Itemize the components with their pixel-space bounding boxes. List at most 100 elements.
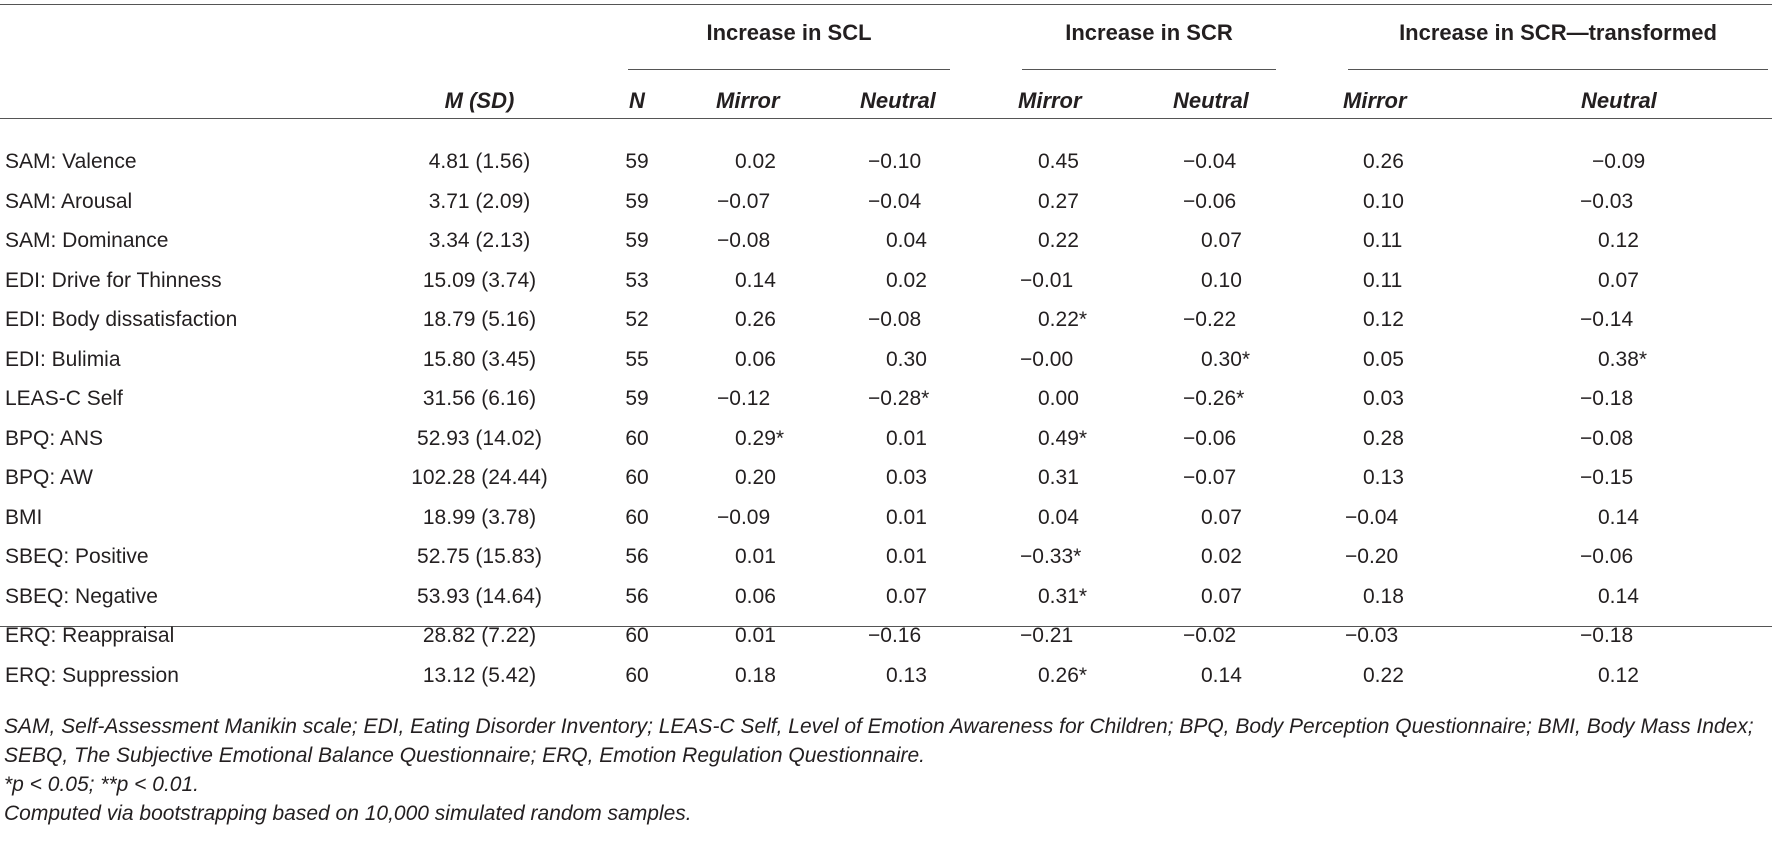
scrt-neutral-cell: 0.12 — [1598, 663, 1639, 687]
scrt-neutral-cell: −0.08 — [1580, 426, 1634, 450]
n-cell: 53 — [625, 268, 649, 292]
table-row: LEAS-C Self 31.56 (6.16) 59 −0.12 −0.28*… — [0, 379, 1772, 419]
scl-mirror-cell: 0.26 — [735, 308, 776, 331]
scr-mirror-cell: 0.31* — [1038, 584, 1088, 608]
row-label: SBEQ: Positive — [5, 545, 149, 568]
row-label: ERQ: Reappraisal — [5, 624, 175, 647]
table-row: SBEQ: Negative 53.93 (14.64) 56 0.06 0.0… — [0, 577, 1772, 617]
scr-mirror-cell: 0.22 — [1038, 229, 1079, 252]
mean-sd-cell: 13.12 (5.42) — [422, 663, 537, 687]
scr-neutral-cell: 0.07 — [1201, 584, 1242, 608]
table-body: SAM: Valence 4.81 (1.56) 59 0.02 −0.10 0… — [0, 142, 1772, 695]
n-cell: 60 — [625, 466, 649, 489]
group-line-scl — [628, 69, 950, 70]
scr-neutral-cell: −0.07 — [1183, 466, 1237, 489]
mean-sd-cell: 3.71 (2.09) — [428, 189, 531, 213]
n-cell: 52 — [625, 308, 649, 331]
scr-mirror-cell: 0.45 — [1038, 150, 1079, 173]
scl-mirror-cell: 0.14 — [735, 268, 776, 292]
row-label: ERQ: Suppression — [5, 663, 179, 687]
n-cell: 59 — [625, 150, 649, 173]
scrt-mirror-cell: −0.20 — [1345, 545, 1399, 568]
row-label: SAM: Arousal — [5, 189, 133, 213]
scrt-mirror-cell: 0.11 — [1363, 229, 1403, 252]
mean-sd-cell: 3.34 (2.13) — [428, 229, 531, 252]
mean-sd-cell: 31.56 (6.16) — [422, 387, 537, 410]
method-note: Computed via bootstrapping based on 10,0… — [4, 802, 692, 825]
scrt-mirror-cell: 0.12 — [1363, 308, 1404, 331]
row-label: SAM: Dominance — [5, 229, 169, 252]
scl-neutral-cell: 0.07 — [886, 584, 927, 608]
scl-neutral-cell: −0.10 — [868, 150, 922, 173]
row-label: SBEQ: Negative — [5, 584, 158, 608]
group-line-scr — [1022, 69, 1276, 70]
scl-mirror-cell: 0.06 — [735, 584, 776, 608]
table-row: SAM: Valence 4.81 (1.56) 59 0.02 −0.10 0… — [0, 142, 1772, 182]
scr-mirror-cell: −0.01 — [1020, 268, 1074, 292]
scl-mirror-cell: 0.02 — [735, 150, 776, 173]
scl-neutral-cell: 0.02 — [886, 268, 927, 292]
scrt-neutral-cell: 0.12 — [1598, 229, 1639, 252]
scl-mirror-cell: −0.08 — [717, 229, 771, 252]
scrt-mirror-cell: 0.28 — [1363, 426, 1404, 450]
scl-mirror-cell: 0.18 — [735, 663, 776, 687]
scr-mirror-cell: 0.04 — [1038, 505, 1079, 529]
scrt-mirror-cell: 0.18 — [1363, 584, 1404, 608]
mean-sd-cell: 18.99 (3.78) — [422, 505, 537, 529]
table-row: EDI: Drive for Thinness 15.09 (3.74) 53 … — [0, 261, 1772, 301]
table-row: BMI 18.99 (3.78) 60 −0.09 0.01 0.04 0.07… — [0, 498, 1772, 538]
scrt-neutral-cell: −0.06 — [1580, 545, 1634, 568]
abbreviations-note: SAM, Self-Assessment Manikin scale; EDI,… — [4, 715, 1754, 767]
scrt-neutral-cell: −0.03 — [1580, 189, 1634, 213]
scrt-neutral-cell: −0.15 — [1580, 466, 1634, 489]
mean-sd-cell: 18.79 (5.16) — [422, 308, 537, 331]
n-cell: 60 — [625, 663, 649, 687]
scr-neutral-cell: −0.04 — [1183, 150, 1237, 173]
scrt-neutral-cell: −0.18 — [1580, 624, 1634, 647]
scl-mirror-cell: −0.12 — [717, 387, 771, 410]
row-label: BMI — [5, 505, 43, 529]
scrt-mirror-cell: 0.11 — [1363, 268, 1403, 292]
scl-neutral-cell: −0.04 — [868, 189, 922, 213]
scr-neutral-cell: −0.06 — [1183, 189, 1237, 213]
scl-mirror-cell: −0.09 — [717, 505, 771, 529]
scrt-neutral-cell: −0.18 — [1580, 387, 1634, 410]
scrt-mirror-cell: 0.10 — [1363, 189, 1404, 213]
n-cell: 59 — [625, 189, 649, 213]
scr-neutral-cell: 0.30* — [1201, 347, 1251, 371]
scrt-neutral-cell: 0.14 — [1598, 584, 1639, 608]
col-header-n: N — [629, 88, 645, 113]
scr-neutral-cell: 0.10 — [1201, 268, 1242, 292]
row-label: BPQ: AW — [5, 466, 93, 489]
scrt-neutral-cell: 0.14 — [1598, 505, 1639, 529]
scrt-mirror-cell: 0.22 — [1363, 663, 1404, 687]
table-row: SBEQ: Positive 52.75 (15.83) 56 0.01 0.0… — [0, 537, 1772, 577]
scl-mirror-cell: 0.20 — [735, 466, 776, 489]
mean-sd-cell: 52.93 (14.02) — [417, 426, 542, 450]
table-row: BPQ: ANS 52.93 (14.02) 60 0.29* 0.01 0.4… — [0, 419, 1772, 459]
col-header-scr-neutral: Neutral — [1173, 88, 1249, 113]
scr-neutral-cell: 0.14 — [1201, 663, 1242, 687]
scr-mirror-cell: 0.26* — [1038, 663, 1088, 687]
scr-mirror-cell: 0.22* — [1038, 308, 1088, 331]
mean-sd-cell: 53.93 (14.64) — [417, 584, 542, 608]
scrt-mirror-cell: 0.05 — [1363, 347, 1404, 371]
table-footnotes: SAM, Self-Assessment Manikin scale; EDI,… — [4, 712, 1768, 828]
col-header-scl-neutral: Neutral — [860, 88, 936, 113]
scl-neutral-cell: 0.03 — [886, 466, 927, 489]
row-label: EDI: Drive for Thinness — [5, 268, 222, 292]
scl-mirror-cell: −0.07 — [717, 189, 771, 213]
scrt-mirror-cell: 0.26 — [1363, 150, 1404, 173]
scr-neutral-cell: 0.07 — [1201, 229, 1242, 252]
scr-mirror-cell: 0.31 — [1038, 466, 1079, 489]
n-cell: 55 — [625, 347, 649, 371]
row-label: LEAS-C Self — [5, 387, 123, 410]
scl-neutral-cell: 0.01 — [886, 545, 927, 568]
scr-mirror-cell: 0.27 — [1038, 189, 1079, 213]
col-header-scl-mirror: Mirror — [716, 88, 780, 113]
n-cell: 60 — [625, 624, 649, 647]
mean-sd-cell: 15.80 (3.45) — [422, 347, 537, 371]
scl-neutral-cell: −0.16 — [868, 624, 922, 647]
header-bottom-rule — [0, 118, 1772, 119]
scr-mirror-cell: −0.33* — [1020, 545, 1082, 568]
